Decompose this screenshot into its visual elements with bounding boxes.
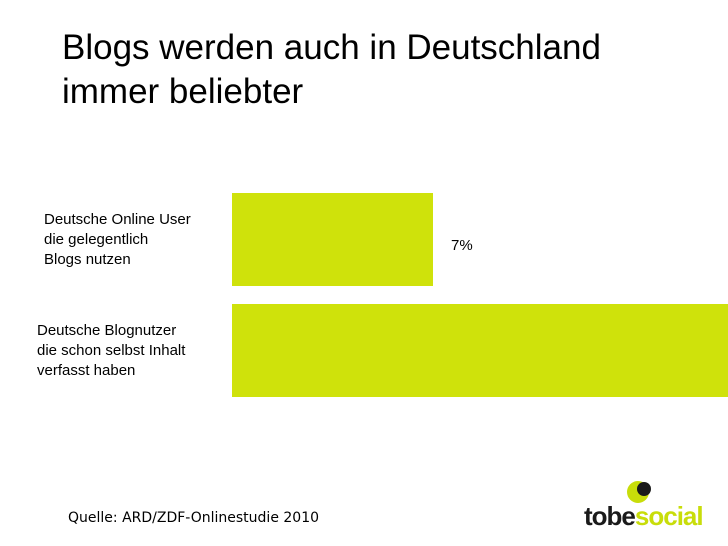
title-line-1: Blogs werden auch in Deutschland	[62, 28, 601, 67]
bar-2	[232, 304, 728, 397]
category-label-2-line-1: Deutsche Blognutzer	[37, 322, 177, 339]
bar-1	[232, 193, 433, 286]
bar-value-label-1: 7%	[451, 237, 473, 254]
category-label-1: Deutsche Online User die gelegentlich Bl…	[44, 210, 191, 270]
logo-wordmark: tobesocial	[584, 501, 704, 531]
logo-text-social: social	[634, 501, 704, 531]
logo-mark-icon	[627, 481, 651, 503]
source-note: Quelle: ARD/ZDF-Onlinestudie 2010	[68, 510, 320, 526]
title-line-2: immer beliebter	[62, 72, 304, 111]
category-label-1-line-2: die gelegentlich	[44, 231, 149, 248]
page-title: Blogs werden auch in Deutschland immer b…	[62, 26, 702, 114]
category-label-1-line-1: Deutsche Online User	[44, 211, 191, 228]
category-label-2-line-2: die schon selbst Inhalt	[37, 342, 186, 359]
category-label-1-line-3: Blogs nutzen	[44, 251, 131, 268]
tobesocial-logo: tobesocial	[584, 480, 716, 530]
category-label-2-line-3: verfasst haben	[37, 362, 136, 379]
category-label-2: Deutsche Blognutzer die schon selbst Inh…	[37, 321, 185, 381]
logo-text-tobe: tobe	[584, 501, 636, 531]
